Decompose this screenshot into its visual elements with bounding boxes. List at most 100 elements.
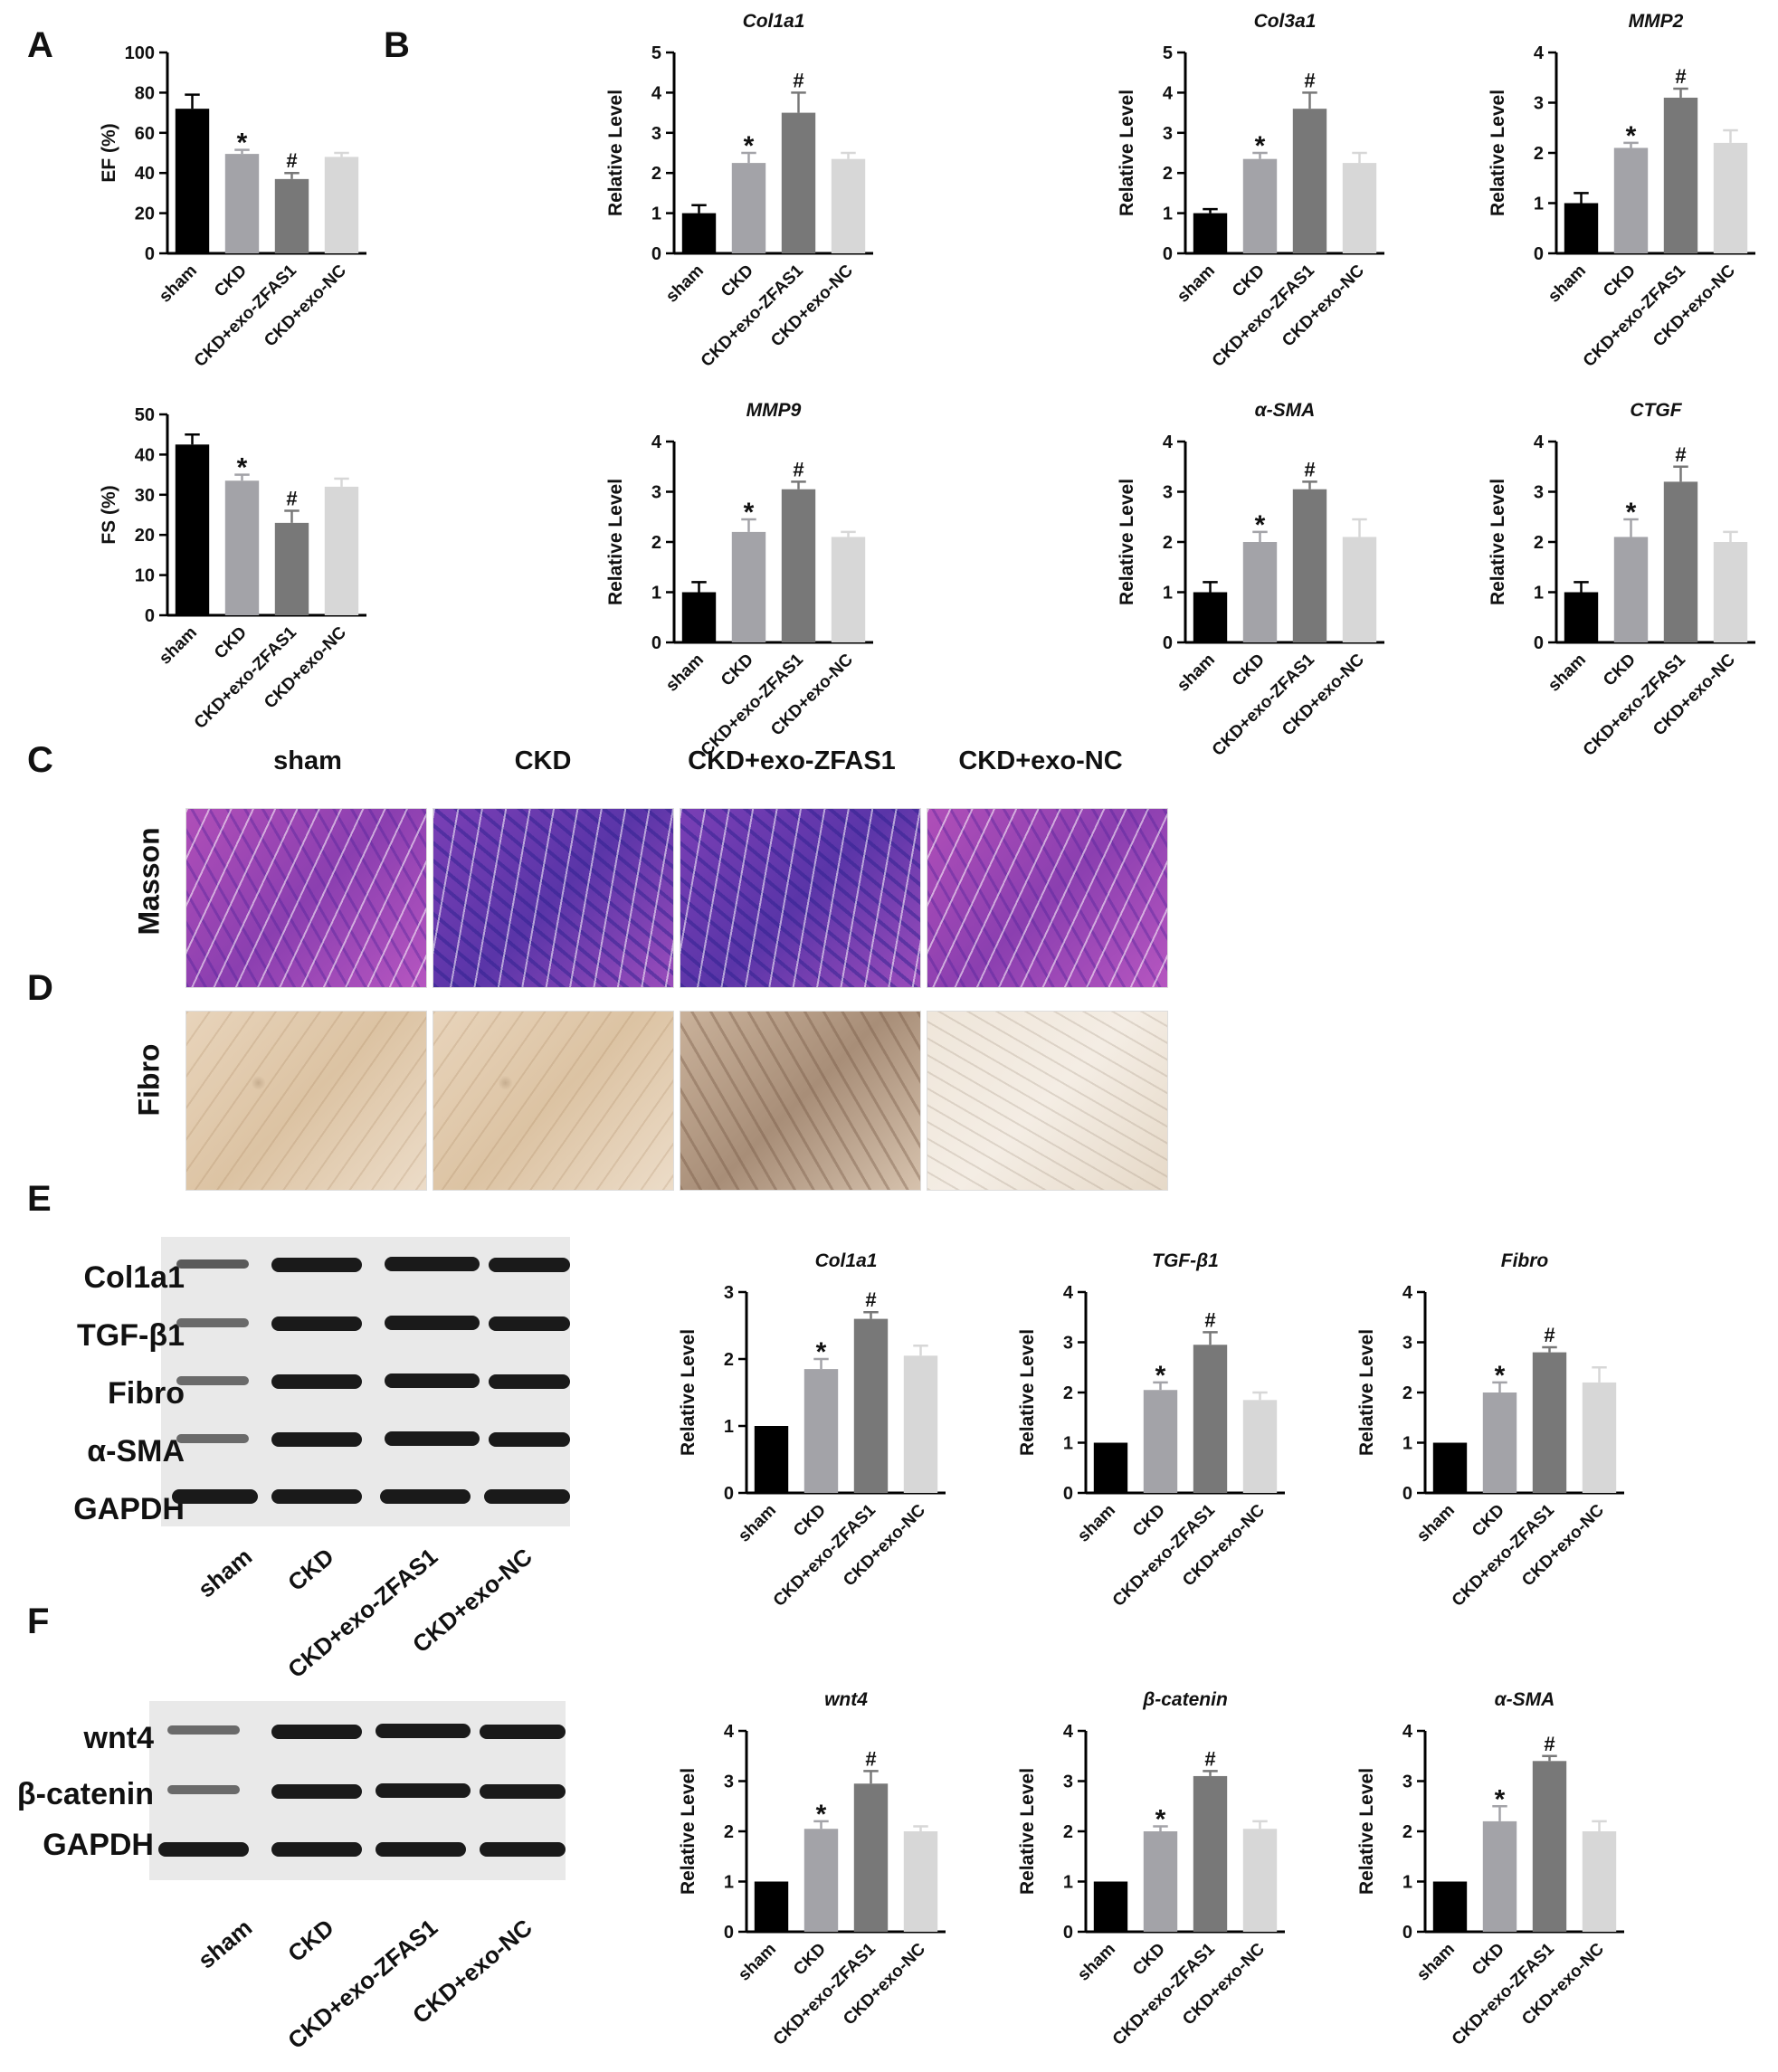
y-tick-label: 20	[135, 526, 155, 546]
x-tick-label: sham	[735, 1501, 780, 1546]
bar	[1663, 97, 1698, 253]
significance-mark: *	[1495, 1361, 1506, 1391]
chart-title: α-SMA	[1495, 1689, 1555, 1710]
bar	[1193, 592, 1228, 642]
blot-lane-label: CKD	[281, 1543, 339, 1597]
y-tick-label: 4	[1402, 1722, 1413, 1742]
x-tick-label: sham	[1074, 1501, 1119, 1546]
y-tick-label: 30	[135, 486, 155, 506]
fibro-image-sham	[185, 1011, 427, 1191]
panel-label-a: A	[27, 25, 53, 65]
x-tick-label: sham	[1545, 651, 1590, 696]
chart-title: wnt4	[824, 1689, 868, 1710]
significance-mark: *	[816, 1800, 827, 1830]
bar	[224, 480, 260, 615]
y-tick-label: 1	[1163, 204, 1173, 224]
x-tick-label: CKD	[718, 651, 757, 690]
y-tick-label: 1	[1534, 195, 1544, 214]
significance-mark: *	[1255, 131, 1266, 161]
bar	[681, 592, 717, 642]
bar	[1242, 1829, 1278, 1932]
y-axis-label: Relative Level	[1117, 90, 1137, 216]
y-tick-label: 1	[1063, 1873, 1073, 1893]
blot-band	[385, 1257, 480, 1271]
y-tick-label: 2	[1534, 533, 1544, 553]
blot-band	[385, 1316, 480, 1330]
bar	[1193, 1345, 1228, 1493]
bar	[831, 537, 866, 642]
y-tick-label: 3	[651, 124, 661, 144]
x-tick-label: CKD	[1129, 1940, 1169, 1980]
y-tick-label: 0	[724, 1923, 734, 1943]
blot-band	[489, 1432, 570, 1447]
bar	[1143, 1390, 1178, 1493]
bar	[681, 213, 717, 253]
chart-title: TGF-β1	[1152, 1250, 1219, 1271]
masson-image-ckd-exo-nc	[927, 808, 1168, 988]
chart-title: MMP2	[1629, 11, 1684, 32]
blot-band	[271, 1316, 362, 1331]
y-axis-label: Relative Level	[1117, 479, 1137, 605]
y-axis-label: Relative Level	[1356, 1768, 1377, 1895]
bar	[1532, 1352, 1567, 1493]
bar	[754, 1881, 789, 1932]
chart-title: MMP9	[746, 400, 802, 421]
blot-band	[489, 1316, 570, 1331]
bar	[903, 1355, 938, 1493]
bar	[1582, 1831, 1617, 1932]
y-tick-label: 1	[1063, 1434, 1073, 1454]
x-tick-label: CKD	[790, 1501, 830, 1541]
blot-band	[480, 1784, 566, 1799]
blot-band	[167, 1785, 240, 1794]
bar	[903, 1831, 938, 1932]
y-tick-label: 2	[1163, 164, 1173, 184]
bar	[1093, 1442, 1128, 1493]
y-axis-label: Relative Level	[1488, 479, 1508, 605]
bar	[1582, 1382, 1617, 1493]
y-tick-label: 2	[1402, 1822, 1412, 1842]
y-tick-label: 2	[1063, 1383, 1073, 1403]
blot-lane-label: sham	[192, 1914, 258, 1974]
y-tick-label: 0	[145, 606, 155, 626]
y-axis-label: Relative Level	[605, 479, 626, 605]
bar	[781, 112, 816, 253]
y-tick-label: 2	[724, 1350, 734, 1370]
chart-title: β-catenin	[1142, 1689, 1228, 1710]
histology-col-header: CKD+exo-ZFAS1	[688, 746, 896, 775]
histology-row-label: Masson	[132, 827, 166, 936]
blot-band	[271, 1258, 362, 1272]
chart-title: Col3a1	[1254, 11, 1317, 32]
blot-band	[385, 1373, 480, 1388]
bar	[1564, 203, 1599, 253]
bar	[803, 1369, 839, 1493]
blot-row-label: GAPDH	[43, 1828, 154, 1862]
y-tick-label: 3	[1534, 483, 1544, 503]
blot-row-label: TGF-β1	[77, 1318, 185, 1353]
y-axis-label: Relative Level	[1356, 1329, 1377, 1456]
y-tick-label: 4	[1534, 432, 1545, 452]
significance-mark: #	[793, 69, 803, 91]
blot-band	[271, 1489, 362, 1504]
histology-row-label: Fibro	[132, 1043, 166, 1117]
y-axis-label: Relative Level	[605, 90, 626, 216]
x-tick-label: sham	[156, 261, 201, 307]
y-tick-label: 4	[1063, 1722, 1074, 1742]
y-axis-label: Relative Level	[1488, 90, 1508, 216]
significance-mark: #	[286, 488, 297, 510]
chart-title: Fibro	[1501, 1250, 1549, 1271]
panel-label-f: F	[27, 1602, 50, 1641]
blot-row-label: Col1a1	[83, 1260, 185, 1295]
significance-mark: #	[1204, 1747, 1215, 1770]
bar	[1143, 1831, 1178, 1932]
x-tick-label: sham	[1545, 261, 1590, 307]
y-tick-label: 2	[651, 533, 661, 553]
blot-band	[176, 1434, 249, 1443]
significance-mark: *	[1626, 498, 1637, 528]
y-tick-label: 0	[651, 244, 661, 264]
x-tick-label: CKD	[1469, 1501, 1508, 1541]
y-tick-label: 3	[1163, 124, 1173, 144]
y-tick-label: 1	[724, 1873, 734, 1893]
significance-mark: #	[1544, 1733, 1555, 1755]
